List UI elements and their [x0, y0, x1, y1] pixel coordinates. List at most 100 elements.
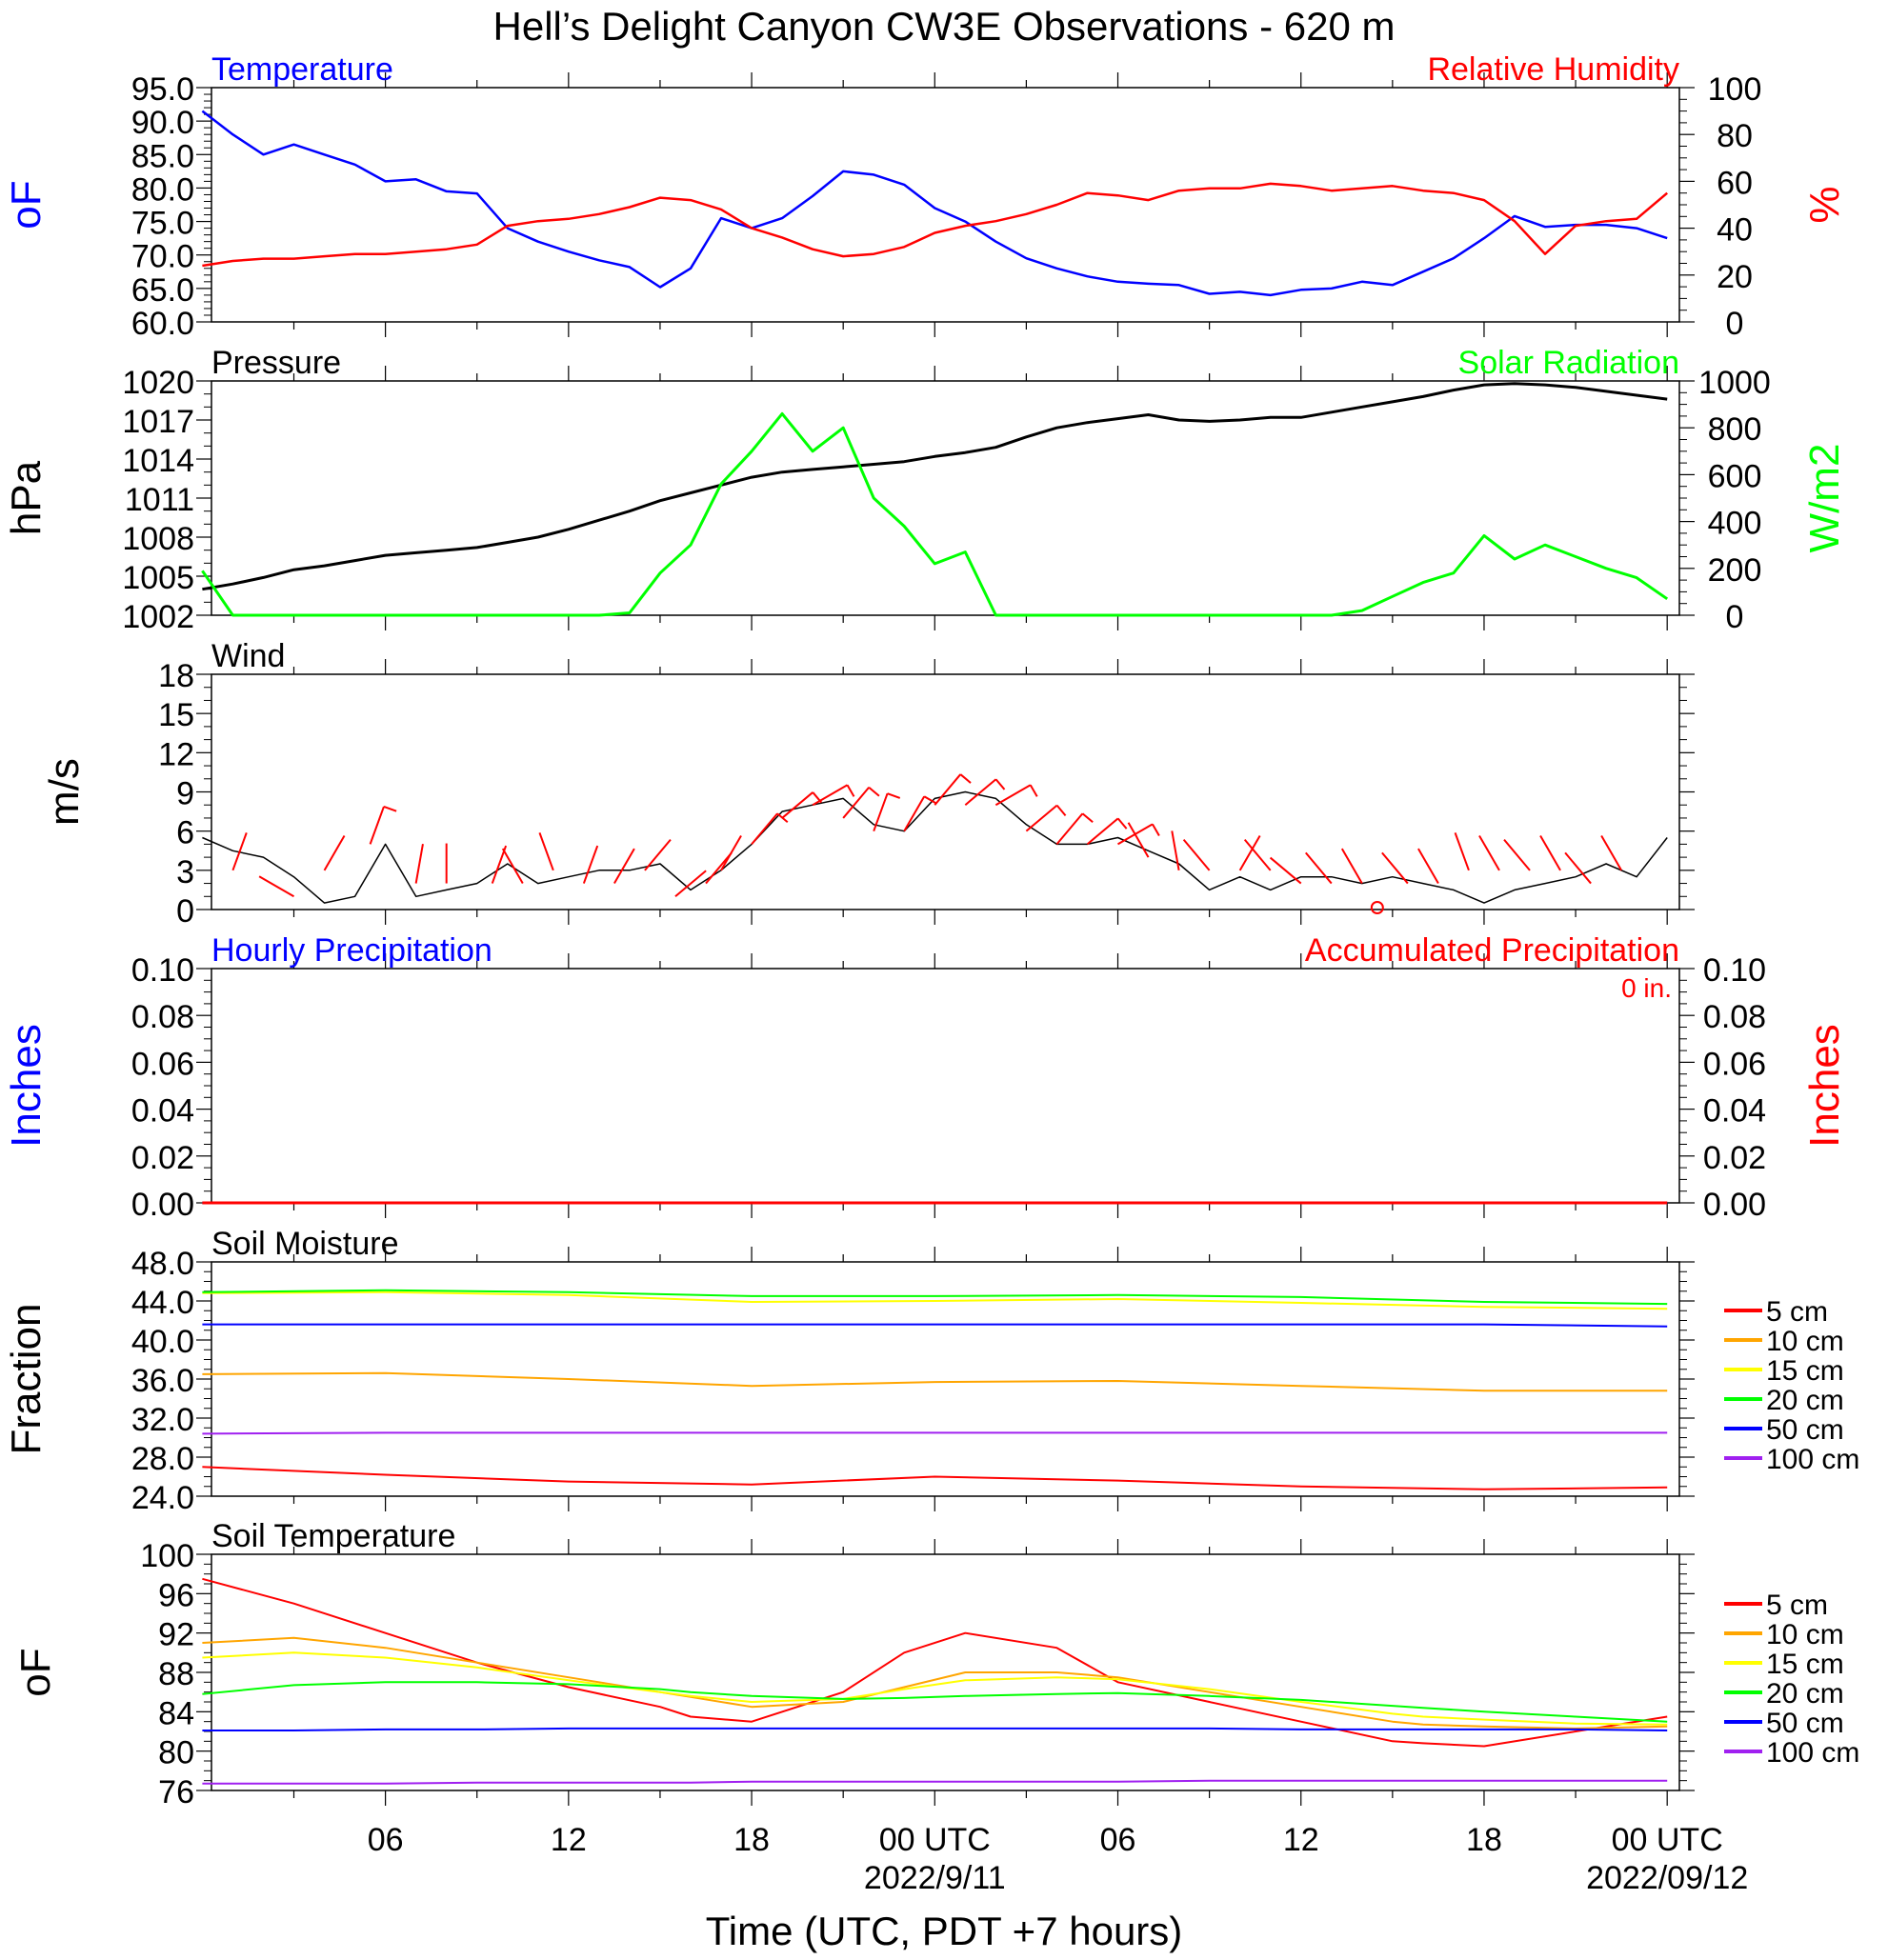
- wind-barb: [1417, 848, 1439, 885]
- soil-series-line: [202, 1779, 1668, 1785]
- soil-moisture-unit-label: Fraction: [3, 1304, 50, 1455]
- x-tick-label: 12: [1283, 1822, 1319, 1858]
- y-tick-label: 28.0: [131, 1441, 194, 1477]
- y-tick-label: 1017: [122, 404, 194, 440]
- wind-barb-flag: [1152, 823, 1160, 837]
- y-tick-label: 0.04: [131, 1093, 194, 1130]
- x-tick-label: 18: [733, 1822, 770, 1858]
- x-tick-label: 00 UTC: [1612, 1822, 1723, 1858]
- x-tick-label: 18: [1466, 1822, 1502, 1858]
- wind-barb-flag: [923, 795, 936, 805]
- humidity-title: Relative Humidity: [1427, 51, 1679, 88]
- temperature-humidity-panel: 95.090.085.080.075.070.065.060.0 100 80 60 4…: [3, 51, 1848, 342]
- wind-barb: [934, 773, 962, 806]
- wind-barb: [1127, 822, 1150, 858]
- y-tick-label: 1014: [122, 443, 194, 479]
- wind-barb: [369, 806, 385, 845]
- soil-series-line: [202, 1466, 1668, 1490]
- y-tick-label: 76: [158, 1774, 194, 1810]
- y-tick-label: 0: [1726, 599, 1744, 635]
- accum-precip-unit-label: Inches: [1801, 1024, 1848, 1148]
- temperature-unit-label: oF: [3, 180, 50, 229]
- plot-frame: [211, 1261, 1680, 1497]
- y-tick-label: 0.04: [1703, 1093, 1766, 1130]
- y-tick-label: 0: [1726, 306, 1744, 342]
- y-tick-label: 0.10: [1703, 952, 1766, 989]
- wind-barb: [258, 875, 295, 898]
- wind-barb: [1454, 832, 1470, 871]
- wind-barb-flag: [868, 787, 880, 797]
- wind-barb: [751, 812, 778, 846]
- legend-label: 20 cm: [1766, 1678, 1844, 1710]
- y-tick-label: 0.08: [131, 999, 194, 1035]
- hourly-precip-title: Hourly Precipitation: [211, 932, 492, 969]
- wind-barb: [903, 795, 926, 832]
- wind-barb: [538, 832, 554, 871]
- y-tick-label: 1011: [125, 482, 194, 518]
- wind-barb: [781, 791, 813, 819]
- wind-barb: [1269, 856, 1302, 885]
- wind-barb: [1243, 839, 1272, 871]
- y-tick-label: 0.02: [1703, 1140, 1766, 1176]
- y-tick-label: 1000: [1698, 365, 1771, 401]
- y-tick-label: 0.02: [131, 1140, 194, 1176]
- wind-barb-flag: [1081, 812, 1094, 823]
- y-tick-label: 95.0: [131, 71, 194, 108]
- wind-barb: [1182, 839, 1211, 871]
- soil-series-line: [202, 1577, 1668, 1748]
- wind-barb: [674, 870, 707, 898]
- wind-barb: [231, 832, 248, 871]
- y-tick-label: 400: [1708, 506, 1762, 542]
- pressure-line: [202, 382, 1668, 591]
- y-tick-label: 80: [1717, 118, 1753, 154]
- wind-barb: [1055, 812, 1084, 846]
- y-tick-label: 9: [176, 776, 194, 812]
- x-tick-label: 06: [1100, 1822, 1136, 1858]
- solar-title: Solar Radiation: [1458, 345, 1679, 381]
- soil-series-line: [202, 1727, 1668, 1731]
- y-tick-label: 6: [176, 815, 194, 851]
- wind-barb: [1539, 834, 1561, 871]
- y-tick-label: 800: [1708, 411, 1762, 448]
- soil-series-line: [202, 1371, 1668, 1392]
- y-tick-label: 20: [1717, 259, 1753, 295]
- y-tick-label: 80: [158, 1735, 194, 1771]
- plot-frame: [211, 1553, 1680, 1791]
- plot-frame: [211, 968, 1680, 1204]
- y-tick-label: 1005: [122, 560, 194, 596]
- y-tick-label: 12: [158, 736, 194, 772]
- temperature-title: Temperature: [211, 51, 393, 88]
- accum-precip-total: 0 in.: [1621, 973, 1672, 1003]
- y-tick-label: 84: [158, 1695, 194, 1731]
- soil-temperature-unit-label: oF: [12, 1648, 59, 1696]
- wind-barb: [964, 778, 997, 806]
- legend-label: 10 cm: [1766, 1326, 1844, 1357]
- wind-barb: [812, 784, 849, 807]
- y-tick-label: 0.00: [1703, 1187, 1766, 1223]
- legend-label: 50 cm: [1766, 1414, 1844, 1446]
- wind-barb: [720, 834, 742, 871]
- chart-title: Hell’s Delight Canyon CW3E Observations …: [493, 4, 1396, 49]
- legend-label: 15 cm: [1766, 1649, 1844, 1680]
- soil-series-line: [202, 1323, 1668, 1328]
- y-tick-label: 44.0: [131, 1285, 194, 1321]
- soil-series-line: [202, 1290, 1668, 1310]
- wind-barb: [1600, 834, 1622, 871]
- y-tick-label: 85.0: [131, 138, 194, 174]
- accum-precip-title: Accumulated Precipitation: [1305, 932, 1679, 969]
- x-date-label: 2022/9/11: [864, 1860, 1006, 1896]
- soil-series-line: [202, 1651, 1668, 1726]
- x-tick-label: 12: [551, 1822, 587, 1858]
- wind-barb: [994, 784, 1032, 807]
- y-tick-label: 0.08: [1703, 999, 1766, 1035]
- y-tick-label: 0.10: [131, 952, 194, 989]
- wind-barb: [1478, 834, 1500, 871]
- y-tick-label: 15: [158, 697, 194, 733]
- legend-label: 10 cm: [1766, 1619, 1844, 1650]
- y-tick-label: 90.0: [131, 105, 194, 141]
- wind-barb: [644, 839, 672, 871]
